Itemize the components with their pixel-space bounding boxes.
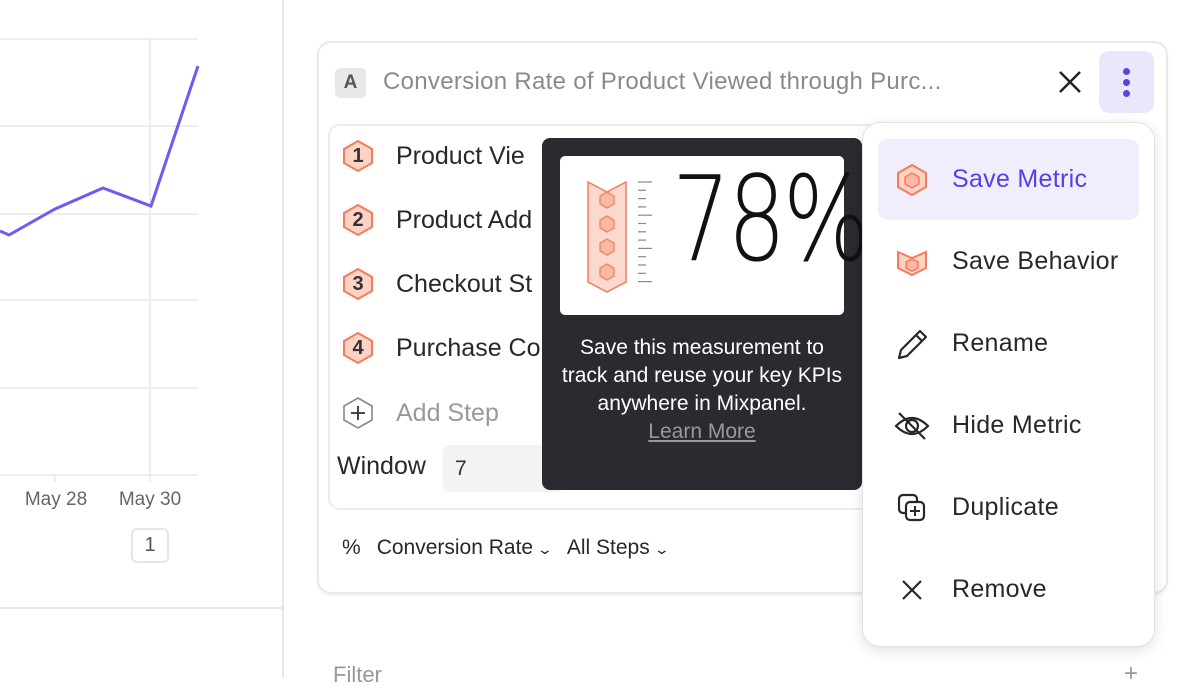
- menu-item-save-behavior[interactable]: Save Behavior: [878, 221, 1139, 302]
- window-label: Window: [337, 452, 426, 480]
- step-number-icon: 1: [342, 139, 374, 173]
- step-number-icon: 2: [342, 203, 374, 237]
- behavior-icon: [892, 242, 932, 282]
- percent-icon: %: [342, 536, 361, 559]
- menu-item-save-metric[interactable]: Save Metric: [878, 139, 1139, 220]
- x-tick-label: May 30: [118, 489, 182, 510]
- more-options-button[interactable]: [1099, 51, 1154, 113]
- divider: [0, 607, 283, 609]
- step-label: Checkout St: [396, 269, 533, 298]
- tooltip-illustration: [560, 156, 844, 315]
- menu-item-rename[interactable]: Rename: [878, 303, 1139, 384]
- measure-select[interactable]: Conversion Rate ⌄: [376, 536, 554, 560]
- menu-item-label: Duplicate: [952, 493, 1059, 521]
- funnel-step[interactable]: 3 Checkout St: [342, 267, 532, 301]
- close-icon[interactable]: [1056, 68, 1084, 96]
- funnel-illustration-icon: [587, 180, 652, 293]
- step-label: Purchase Co: [396, 333, 541, 362]
- measure-label: Conversion Rate: [376, 536, 534, 559]
- learn-more-link[interactable]: Learn More: [648, 420, 756, 443]
- line-chart: [0, 38, 200, 482]
- steps-select-label: All Steps: [566, 536, 650, 559]
- chart-pane: [0, 0, 284, 678]
- metric-title[interactable]: Conversion Rate of Product Viewed throug…: [383, 68, 942, 95]
- step-number-icon: 3: [342, 267, 374, 301]
- add-hex-icon: [342, 396, 374, 430]
- menu-item-hide-metric[interactable]: Hide Metric: [878, 385, 1139, 466]
- series-line: [0, 65, 200, 237]
- x-tick-label: May 28: [24, 489, 88, 510]
- illustration-percentage: 78%: [672, 150, 870, 288]
- tooltip-text: Save this measurement to track and reuse…: [561, 336, 843, 415]
- menu-item-duplicate[interactable]: Duplicate: [878, 467, 1139, 548]
- duplicate-icon: [892, 488, 932, 528]
- step-label: Product Vie: [396, 141, 525, 170]
- annotation-badge[interactable]: 1: [131, 528, 169, 563]
- pencil-icon: [892, 324, 932, 364]
- eye-off-icon: [892, 406, 932, 446]
- menu-item-label: Rename: [952, 329, 1049, 357]
- funnel-step[interactable]: 1 Product Vie: [342, 139, 525, 173]
- menu-item-label: Save Metric: [952, 165, 1088, 193]
- close-icon: [892, 570, 932, 610]
- add-step-label: Add Step: [396, 398, 499, 427]
- add-filter-button[interactable]: +: [1124, 660, 1139, 687]
- menu-item-label: Save Behavior: [952, 247, 1119, 275]
- add-step-button[interactable]: Add Step: [342, 396, 499, 430]
- funnel-step[interactable]: 2 Product Add: [342, 203, 532, 237]
- filter-section-label: Filter: [333, 662, 382, 687]
- kebab-icon: [1123, 67, 1130, 75]
- step-label: Product Add: [396, 205, 533, 234]
- metric-card: [317, 41, 1168, 594]
- steps-select[interactable]: All Steps ⌄: [566, 536, 670, 560]
- chevron-down-icon: ⌄: [536, 541, 554, 557]
- step-number-icon: 4: [342, 331, 374, 365]
- hexagon-icon: [892, 160, 932, 200]
- metric-letter-badge: A: [335, 68, 366, 98]
- funnel-step[interactable]: 4 Purchase Co: [342, 331, 541, 365]
- menu-item-label: Hide Metric: [952, 411, 1082, 439]
- menu-item-label: Remove: [952, 575, 1047, 603]
- chevron-down-icon: ⌄: [653, 541, 670, 557]
- menu-item-remove[interactable]: Remove: [878, 549, 1139, 630]
